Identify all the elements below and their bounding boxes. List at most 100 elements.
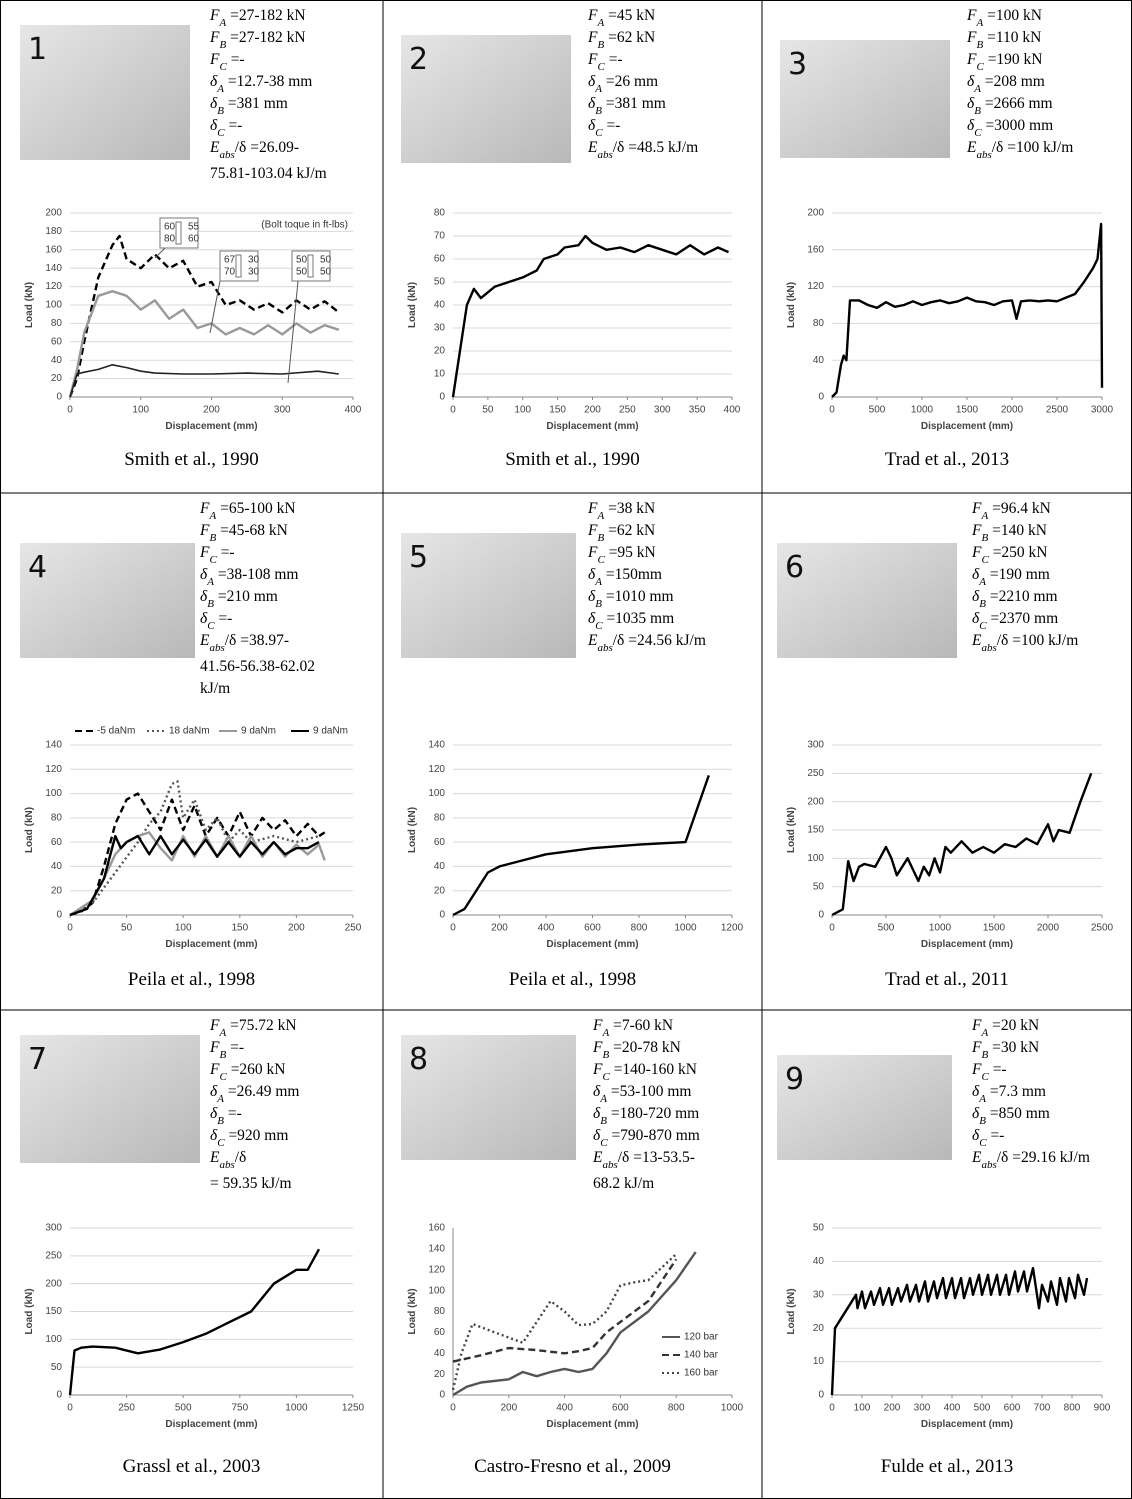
parameter: 68.2 kJ/m (593, 1175, 654, 1192)
parameter-symbol: F (971, 1017, 982, 1034)
parameter-symbol: F (971, 544, 982, 561)
parameter-subscript: abs (219, 149, 234, 161)
y-tick-label: 30 (434, 323, 446, 334)
legend-label: 140 bar (684, 1350, 719, 1361)
y-tick-label: 30 (813, 1289, 825, 1300)
parameter: δB =1010 mm (588, 588, 674, 610)
parameter-symbol: E (587, 139, 598, 156)
parameter-value: =27-182 kN (226, 29, 305, 46)
parameter-symbol: F (971, 522, 982, 539)
parameter-symbol: E (209, 139, 220, 156)
parameter-value: =381 mm (224, 95, 288, 112)
y-tick-label: 160 (807, 244, 824, 255)
y-tick-label: 140 (45, 263, 62, 274)
parameter-value: =62 kN (604, 522, 655, 539)
x-tick-label: 1000 (674, 923, 697, 934)
parameter-value: =- (989, 1061, 1007, 1078)
y-tick-label: 0 (439, 392, 445, 403)
y-tick-label: 100 (45, 788, 62, 799)
x-tick-label: 400 (556, 1403, 573, 1414)
x-tick-label: 200 (884, 1403, 901, 1414)
data-line (453, 1259, 676, 1361)
parameter-value: =26 mm (602, 73, 658, 90)
parameter-value: =140 kN (988, 522, 1047, 539)
y-axis-label: Load (kN) (24, 807, 35, 853)
y-tick-label: 50 (813, 1223, 825, 1234)
parameter-subscript: abs (597, 642, 612, 654)
y-tick-label: 20 (51, 885, 63, 896)
parameter-value: =26.49 mm (224, 1083, 299, 1100)
parameter-symbol: E (587, 632, 598, 649)
parameter-value: =190 kN (984, 51, 1043, 68)
y-tick-label: 60 (434, 254, 446, 265)
parameter-symbol: E (966, 139, 977, 156)
x-tick-label: 800 (668, 1403, 685, 1414)
parameter: FB =27-182 kN (209, 29, 306, 51)
parameter-value: =150mm (602, 566, 662, 583)
parameter: 75.81-103.04 kJ/m (210, 165, 327, 182)
parameter: FC =250 kN (971, 544, 1048, 566)
x-tick-label: 1500 (956, 405, 979, 416)
parameter: δC =3000 mm (967, 117, 1053, 139)
parameter-value: =850 mm (986, 1105, 1050, 1122)
x-tick-label: 300 (654, 405, 671, 416)
parameter-value: =96.4 kN (988, 500, 1051, 517)
parameter: FB =30 kN (971, 1039, 1039, 1061)
y-tick-label: 50 (813, 881, 825, 892)
parameter: Eabs/δ =26.09- (209, 139, 299, 161)
parameter: FC =260 kN (209, 1061, 286, 1083)
x-axis-label: Displacement (mm) (921, 421, 1013, 432)
y-tick-label: 50 (51, 1362, 63, 1373)
y-tick-label: 40 (51, 355, 63, 366)
parameter: FC =190 kN (966, 51, 1043, 73)
parameter-value: =1035 mm (603, 610, 675, 627)
x-tick-label: 250 (118, 1403, 135, 1414)
x-tick-label: 100 (514, 405, 531, 416)
parameter: δB =180-720 mm (593, 1105, 699, 1127)
y-tick-label: 100 (428, 1285, 445, 1296)
x-tick-label: 100 (132, 405, 149, 416)
parameter-value: =381 mm (602, 95, 666, 112)
x-tick-label: 500 (175, 1403, 192, 1414)
y-tick-label: 180 (45, 226, 62, 237)
annotation-label: 60 (188, 234, 200, 245)
parameter: Eabs/δ =24.56 kJ/m (587, 632, 706, 654)
parameter-value: =65-100 kN (216, 500, 295, 517)
parameter: δB =2210 mm (972, 588, 1058, 610)
x-axis-label: Displacement (mm) (546, 939, 638, 950)
parameter: FC =95 kN (587, 544, 656, 566)
parameter-symbol: F (199, 544, 210, 561)
parameter-value: =260 kN (227, 1061, 286, 1078)
x-tick-label: 1000 (929, 923, 952, 934)
parameter: FC =140-160 kN (592, 1061, 697, 1083)
parameter-value: =12.7-38 mm (224, 73, 312, 90)
legend-label: 120 bar (684, 1332, 719, 1343)
parameter: kJ/m (200, 680, 230, 697)
x-tick-label: 1000 (285, 1403, 308, 1414)
x-tick-label: 100 (175, 923, 192, 934)
y-tick-label: 0 (818, 392, 824, 403)
parameter-symbol: F (209, 29, 220, 46)
y-tick-label: 70 (434, 231, 446, 242)
x-tick-label: 800 (631, 923, 648, 934)
x-tick-label: 350 (689, 405, 706, 416)
x-axis-label: Displacement (mm) (165, 421, 257, 432)
parameter-value: /δ =24.56 kJ/m (613, 632, 706, 649)
x-tick-label: 2500 (1091, 923, 1114, 934)
parameter: δA =190 mm (972, 566, 1050, 588)
parameter-subscript: abs (209, 642, 224, 654)
x-tick-label: 0 (67, 923, 73, 934)
parameter-symbol: F (966, 51, 977, 68)
x-tick-label: 0 (829, 1403, 835, 1414)
parameter-value: =- (987, 1127, 1005, 1144)
y-tick-label: 160 (428, 1223, 445, 1234)
parameter-symbol: F (587, 29, 598, 46)
annotation-label: 80 (164, 234, 176, 245)
citation: Peila et al., 1998 (128, 969, 255, 990)
parameter: Eabs/δ =100 kJ/m (971, 632, 1078, 654)
y-axis-label: Load (kN) (24, 1288, 35, 1334)
x-tick-label: 400 (944, 1403, 961, 1414)
parameter-symbol: F (971, 500, 982, 517)
citation: Smith et al., 1990 (124, 449, 259, 470)
parameter-value: /δ =48.5 kJ/m (613, 139, 698, 156)
